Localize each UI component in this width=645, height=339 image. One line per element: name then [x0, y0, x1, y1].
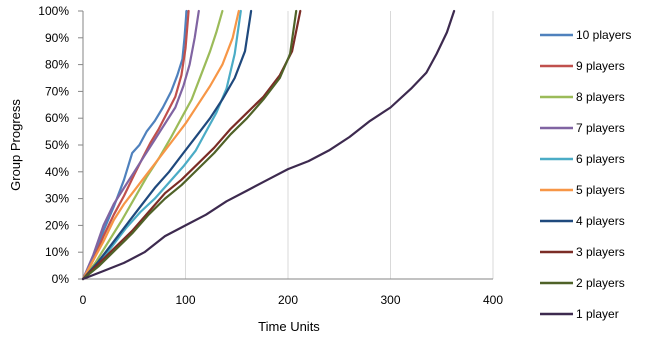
- series-line: [81, 9, 240, 281]
- series-line: [81, 9, 224, 281]
- y-tick-label: 40%: [45, 165, 69, 179]
- series-line: [81, 9, 200, 281]
- y-tick-label: 30%: [45, 192, 69, 206]
- x-axis-title: Time Units: [258, 319, 320, 334]
- series-line: [81, 9, 302, 281]
- series-line: [81, 9, 456, 281]
- gridlines: [185, 11, 494, 279]
- legend-label: 4 players: [576, 214, 625, 228]
- series-line: [81, 9, 298, 281]
- legend-label: 7 players: [576, 121, 625, 135]
- y-tick-label: 100%: [38, 4, 69, 18]
- x-tick-label: 200: [278, 293, 298, 307]
- y-tick-label: 10%: [45, 245, 69, 259]
- y-tick-labels: 0% 10% 20% 30% 40% 50% 60% 70% 80% 90% 100%: [38, 4, 69, 286]
- y-tick-label: 80%: [45, 58, 69, 72]
- x-tick-label: 300: [380, 293, 400, 307]
- legend: 10 players 9 players 8 players 7 players 6 p…: [540, 28, 631, 321]
- series-line: [81, 9, 190, 281]
- y-tick-label: 70%: [45, 84, 69, 98]
- series-layer: [81, 9, 456, 281]
- legend-label: 9 players: [576, 59, 625, 73]
- legend-label: 2 players: [576, 276, 625, 290]
- legend-label: 8 players: [576, 90, 625, 104]
- y-tick-label: 60%: [45, 111, 69, 125]
- axes: [78, 10, 493, 280]
- legend-label: 3 players: [576, 245, 625, 259]
- x-tick-labels: 0 100 200 300 400: [80, 293, 504, 307]
- series-line: [81, 9, 253, 281]
- y-tick-label: 0%: [52, 272, 70, 286]
- series-line: [81, 9, 242, 281]
- x-tick-label: 400: [483, 293, 503, 307]
- y-tick-label: 90%: [45, 31, 69, 45]
- legend-label: 10 players: [576, 28, 631, 42]
- y-axis-title: Group Progress: [8, 99, 23, 191]
- legend-label: 6 players: [576, 152, 625, 166]
- legend-label: 5 players: [576, 183, 625, 197]
- x-tick-label: 0: [80, 293, 87, 307]
- y-tick-label: 50%: [45, 138, 69, 152]
- legend-label: 1 player: [576, 307, 619, 321]
- series-line: [81, 9, 188, 281]
- x-tick-label: 100: [175, 293, 195, 307]
- y-tick-label: 20%: [45, 218, 69, 232]
